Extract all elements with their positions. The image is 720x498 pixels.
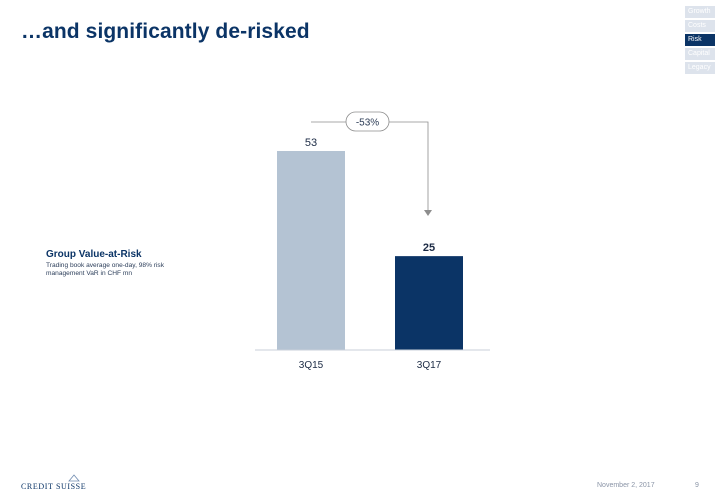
change-arrow: -53% xyxy=(311,111,432,216)
nav-item-growth[interactable]: Growth xyxy=(685,6,715,18)
value-label-3q15: 53 xyxy=(305,137,317,149)
nav-item-capital[interactable]: Capital xyxy=(685,48,715,60)
footer-date: November 2, 2017 xyxy=(597,482,655,489)
nav-item-costs[interactable]: Costs xyxy=(685,20,715,32)
metric-subtitle: Trading book average one-day, 98% risk m… xyxy=(46,262,165,277)
metric-title: Group Value-at-Risk xyxy=(46,249,142,260)
arrow-line-right xyxy=(389,121,429,214)
value-label-3q17: 25 xyxy=(423,242,435,254)
bar-3q17 xyxy=(395,256,463,350)
arrow-head xyxy=(424,210,432,216)
credit-suisse-logo: CREDIT SUISSE xyxy=(21,482,87,491)
change-label: -53% xyxy=(356,118,379,129)
section-nav: Growth Costs Risk Capital Legacy xyxy=(685,6,715,76)
metric-description: Group Value-at-Risk Trading book average… xyxy=(46,249,186,278)
nav-item-risk[interactable]: Risk xyxy=(685,34,715,46)
nav-item-legacy[interactable]: Legacy xyxy=(685,62,715,74)
slide-title: …and significantly de-risked xyxy=(21,20,310,43)
sail-logo-icon xyxy=(68,474,80,482)
page-number: 9 xyxy=(695,482,699,489)
category-label-3q15: 3Q15 xyxy=(299,360,324,371)
category-label-3q17: 3Q17 xyxy=(417,360,442,371)
bar-3q15 xyxy=(277,151,345,350)
change-badge xyxy=(345,111,390,132)
